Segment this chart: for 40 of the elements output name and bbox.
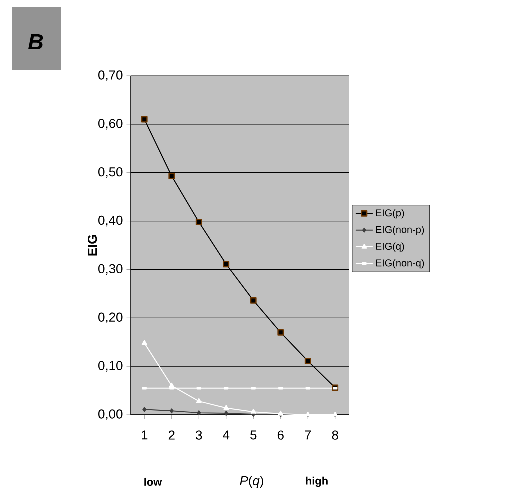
point <box>168 173 176 180</box>
legend-label: EIG(q) <box>376 242 404 252</box>
x-tick-label: 5 <box>250 430 257 440</box>
legend-label: EIG(p) <box>376 209 404 219</box>
point <box>196 398 202 404</box>
point <box>278 329 284 336</box>
point <box>250 298 257 304</box>
text: high <box>306 476 328 488</box>
legend-label: EIG(non-q) <box>376 259 424 269</box>
x-axis-title: P(q) <box>240 476 264 488</box>
point <box>142 407 147 412</box>
text: low <box>144 478 162 486</box>
y-tick-label: 0,60 <box>98 119 123 130</box>
point <box>141 116 148 123</box>
point <box>142 340 148 346</box>
x-tick-label: 3 <box>196 430 202 440</box>
x-tick-label: 1 <box>142 430 148 440</box>
point <box>224 405 230 410</box>
y-tick-label: 0,30 <box>98 264 123 276</box>
legend-label: EIG(non-p) <box>376 226 424 236</box>
y-tick-label: 0,20 <box>98 312 123 324</box>
point <box>197 410 202 416</box>
y-tick-label: 0,50 <box>98 168 123 178</box>
point <box>250 409 256 414</box>
x-tick-label: 2 <box>168 430 175 440</box>
point <box>223 261 230 268</box>
x-tick-label: 4 <box>223 430 230 440</box>
point <box>196 219 202 226</box>
y-tick-label: 0,70 <box>98 70 123 82</box>
point <box>224 411 228 416</box>
y-tick-label: 0,00 <box>98 410 123 420</box>
y-axis-title: EIG <box>88 235 98 256</box>
point <box>170 408 174 414</box>
y-tick-label: 0,10 <box>98 361 123 372</box>
text: B <box>28 34 44 50</box>
x-tick-label: 8 <box>332 430 338 440</box>
x-tick-label: 6 <box>278 430 284 440</box>
point <box>304 358 312 364</box>
y-tick-label: 0,40 <box>98 216 123 227</box>
x-tick-label: 7 <box>305 430 312 440</box>
